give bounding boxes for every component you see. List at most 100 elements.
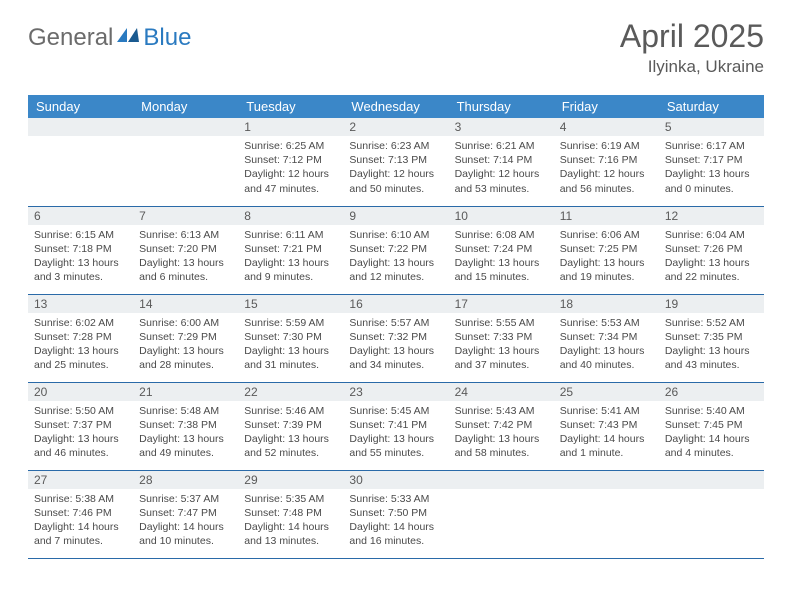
- day-number: 23: [343, 383, 448, 401]
- calendar-day-cell: 24Sunrise: 5:43 AMSunset: 7:42 PMDayligh…: [449, 382, 554, 470]
- day-details: Sunrise: 5:46 AMSunset: 7:39 PMDaylight:…: [238, 401, 343, 466]
- day-details: Sunrise: 6:25 AMSunset: 7:12 PMDaylight:…: [238, 136, 343, 201]
- day-number: 12: [659, 207, 764, 225]
- day-number: 1: [238, 118, 343, 136]
- day-number-bar-empty: [133, 118, 238, 136]
- day-number: 17: [449, 295, 554, 313]
- day-number: 6: [28, 207, 133, 225]
- day-details: Sunrise: 6:08 AMSunset: 7:24 PMDaylight:…: [449, 225, 554, 290]
- day-number: 24: [449, 383, 554, 401]
- calendar-day-cell: 4Sunrise: 6:19 AMSunset: 7:16 PMDaylight…: [554, 118, 659, 206]
- day-number: 10: [449, 207, 554, 225]
- day-number: 21: [133, 383, 238, 401]
- day-number: 18: [554, 295, 659, 313]
- day-details: Sunrise: 5:37 AMSunset: 7:47 PMDaylight:…: [133, 489, 238, 554]
- day-details: Sunrise: 5:48 AMSunset: 7:38 PMDaylight:…: [133, 401, 238, 466]
- calendar-day-cell: 7Sunrise: 6:13 AMSunset: 7:20 PMDaylight…: [133, 206, 238, 294]
- day-number-bar-empty: [28, 118, 133, 136]
- logo-text-general: General: [28, 24, 113, 52]
- location-text: Ilyinka, Ukraine: [620, 57, 764, 77]
- calendar-table: Sunday Monday Tuesday Wednesday Thursday…: [28, 95, 764, 559]
- calendar-day-cell: 2Sunrise: 6:23 AMSunset: 7:13 PMDaylight…: [343, 118, 448, 206]
- calendar-day-cell: 13Sunrise: 6:02 AMSunset: 7:28 PMDayligh…: [28, 294, 133, 382]
- logo-text-blue: Blue: [143, 24, 191, 52]
- day-details: Sunrise: 5:35 AMSunset: 7:48 PMDaylight:…: [238, 489, 343, 554]
- day-number: 20: [28, 383, 133, 401]
- weekday-header: Monday: [133, 95, 238, 118]
- weekday-header: Friday: [554, 95, 659, 118]
- calendar-day-cell: 29Sunrise: 5:35 AMSunset: 7:48 PMDayligh…: [238, 470, 343, 558]
- day-number: 25: [554, 383, 659, 401]
- day-number: 9: [343, 207, 448, 225]
- calendar-day-cell: 8Sunrise: 6:11 AMSunset: 7:21 PMDaylight…: [238, 206, 343, 294]
- day-number: 26: [659, 383, 764, 401]
- calendar-day-cell: 3Sunrise: 6:21 AMSunset: 7:14 PMDaylight…: [449, 118, 554, 206]
- day-details: Sunrise: 6:19 AMSunset: 7:16 PMDaylight:…: [554, 136, 659, 201]
- day-details: Sunrise: 5:59 AMSunset: 7:30 PMDaylight:…: [238, 313, 343, 378]
- logo-triangle-icon: [117, 24, 141, 49]
- day-number: 11: [554, 207, 659, 225]
- day-details: Sunrise: 5:33 AMSunset: 7:50 PMDaylight:…: [343, 489, 448, 554]
- day-number: 8: [238, 207, 343, 225]
- day-details: Sunrise: 6:23 AMSunset: 7:13 PMDaylight:…: [343, 136, 448, 201]
- day-number: 28: [133, 471, 238, 489]
- day-number: 7: [133, 207, 238, 225]
- day-details: Sunrise: 6:10 AMSunset: 7:22 PMDaylight:…: [343, 225, 448, 290]
- day-details: Sunrise: 6:04 AMSunset: 7:26 PMDaylight:…: [659, 225, 764, 290]
- day-details: Sunrise: 5:43 AMSunset: 7:42 PMDaylight:…: [449, 401, 554, 466]
- day-number: 22: [238, 383, 343, 401]
- day-number: 5: [659, 118, 764, 136]
- calendar-day-cell: 18Sunrise: 5:53 AMSunset: 7:34 PMDayligh…: [554, 294, 659, 382]
- calendar-day-cell: 16Sunrise: 5:57 AMSunset: 7:32 PMDayligh…: [343, 294, 448, 382]
- calendar-day-cell: [554, 470, 659, 558]
- day-details: Sunrise: 6:02 AMSunset: 7:28 PMDaylight:…: [28, 313, 133, 378]
- day-number: 19: [659, 295, 764, 313]
- day-number: 14: [133, 295, 238, 313]
- calendar-day-cell: 6Sunrise: 6:15 AMSunset: 7:18 PMDaylight…: [28, 206, 133, 294]
- day-details: Sunrise: 5:40 AMSunset: 7:45 PMDaylight:…: [659, 401, 764, 466]
- calendar-week-row: 13Sunrise: 6:02 AMSunset: 7:28 PMDayligh…: [28, 294, 764, 382]
- day-number: 29: [238, 471, 343, 489]
- calendar-week-row: 20Sunrise: 5:50 AMSunset: 7:37 PMDayligh…: [28, 382, 764, 470]
- calendar-day-cell: 19Sunrise: 5:52 AMSunset: 7:35 PMDayligh…: [659, 294, 764, 382]
- day-number-bar-empty: [554, 471, 659, 489]
- calendar-day-cell: 9Sunrise: 6:10 AMSunset: 7:22 PMDaylight…: [343, 206, 448, 294]
- day-number: 4: [554, 118, 659, 136]
- calendar-day-cell: 20Sunrise: 5:50 AMSunset: 7:37 PMDayligh…: [28, 382, 133, 470]
- calendar-day-cell: 22Sunrise: 5:46 AMSunset: 7:39 PMDayligh…: [238, 382, 343, 470]
- page-title: April 2025: [620, 18, 764, 55]
- calendar-day-cell: 15Sunrise: 5:59 AMSunset: 7:30 PMDayligh…: [238, 294, 343, 382]
- day-number: 2: [343, 118, 448, 136]
- calendar-day-cell: 23Sunrise: 5:45 AMSunset: 7:41 PMDayligh…: [343, 382, 448, 470]
- calendar-day-cell: [28, 118, 133, 206]
- calendar-day-cell: [659, 470, 764, 558]
- day-number: 30: [343, 471, 448, 489]
- day-details: Sunrise: 6:11 AMSunset: 7:21 PMDaylight:…: [238, 225, 343, 290]
- day-number: 13: [28, 295, 133, 313]
- day-number-bar-empty: [449, 471, 554, 489]
- day-details: Sunrise: 6:21 AMSunset: 7:14 PMDaylight:…: [449, 136, 554, 201]
- header: General Blue April 2025 Ilyinka, Ukraine: [28, 18, 764, 77]
- day-details: Sunrise: 5:55 AMSunset: 7:33 PMDaylight:…: [449, 313, 554, 378]
- logo: General Blue: [28, 24, 191, 52]
- day-number: 3: [449, 118, 554, 136]
- calendar-day-cell: 25Sunrise: 5:41 AMSunset: 7:43 PMDayligh…: [554, 382, 659, 470]
- day-details: Sunrise: 5:38 AMSunset: 7:46 PMDaylight:…: [28, 489, 133, 554]
- calendar-week-row: 27Sunrise: 5:38 AMSunset: 7:46 PMDayligh…: [28, 470, 764, 558]
- weekday-header-row: Sunday Monday Tuesday Wednesday Thursday…: [28, 95, 764, 118]
- calendar-day-cell: 28Sunrise: 5:37 AMSunset: 7:47 PMDayligh…: [133, 470, 238, 558]
- calendar-day-cell: 1Sunrise: 6:25 AMSunset: 7:12 PMDaylight…: [238, 118, 343, 206]
- calendar-day-cell: 5Sunrise: 6:17 AMSunset: 7:17 PMDaylight…: [659, 118, 764, 206]
- day-details: Sunrise: 5:50 AMSunset: 7:37 PMDaylight:…: [28, 401, 133, 466]
- calendar-day-cell: [449, 470, 554, 558]
- day-details: Sunrise: 5:52 AMSunset: 7:35 PMDaylight:…: [659, 313, 764, 378]
- weekday-header: Thursday: [449, 95, 554, 118]
- calendar-day-cell: 14Sunrise: 6:00 AMSunset: 7:29 PMDayligh…: [133, 294, 238, 382]
- day-details: Sunrise: 6:00 AMSunset: 7:29 PMDaylight:…: [133, 313, 238, 378]
- day-details: Sunrise: 6:15 AMSunset: 7:18 PMDaylight:…: [28, 225, 133, 290]
- day-details: Sunrise: 6:06 AMSunset: 7:25 PMDaylight:…: [554, 225, 659, 290]
- calendar-day-cell: 10Sunrise: 6:08 AMSunset: 7:24 PMDayligh…: [449, 206, 554, 294]
- weekday-header: Saturday: [659, 95, 764, 118]
- day-number: 27: [28, 471, 133, 489]
- day-number: 16: [343, 295, 448, 313]
